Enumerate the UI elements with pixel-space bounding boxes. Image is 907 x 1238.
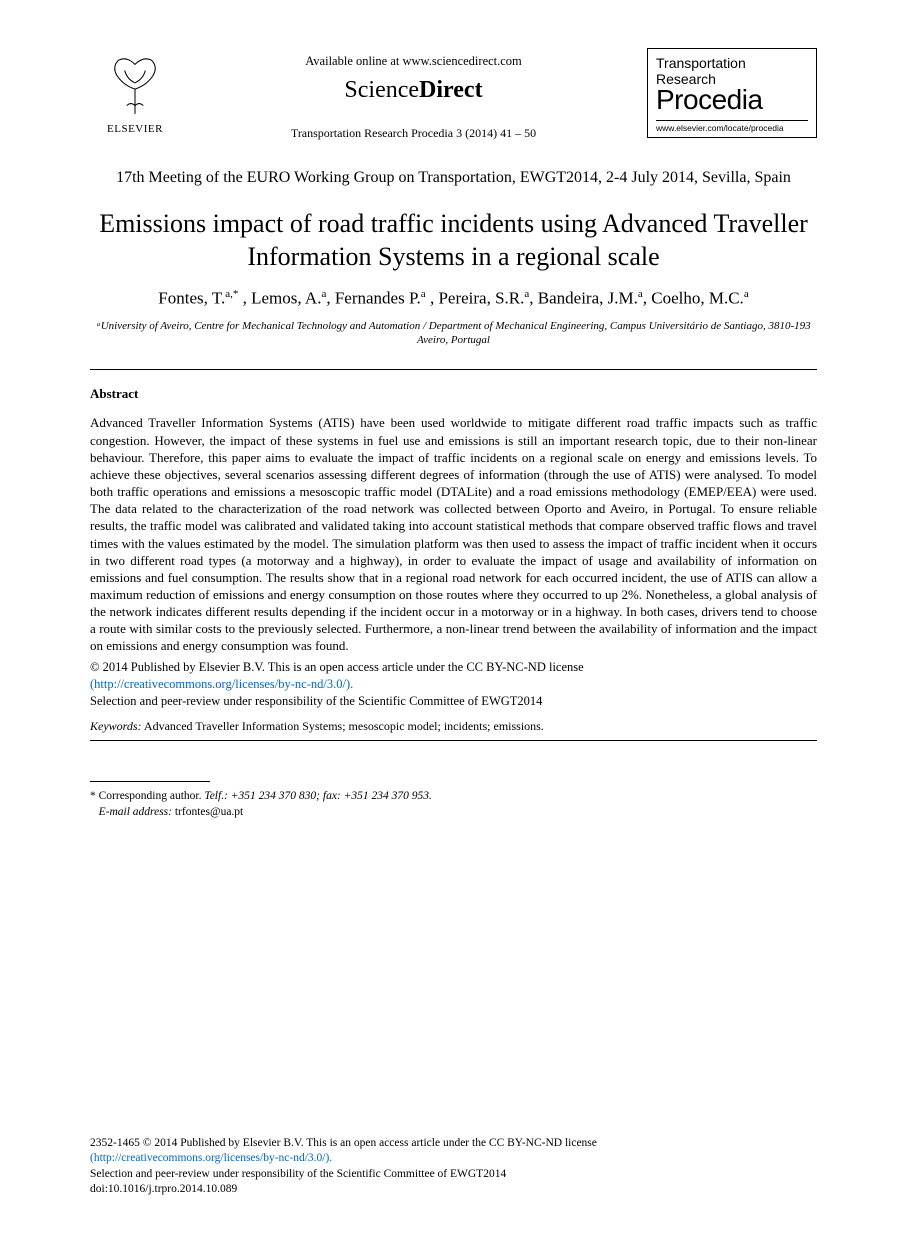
header-row: ELSEVIER Available online at www.science… — [90, 48, 817, 141]
telf-value: +351 234 370 830; fax: +351 234 370 953. — [231, 790, 432, 802]
journal-line1: Transportation — [656, 55, 808, 71]
journal-box: Transportation Research Procedia www.els… — [647, 48, 817, 138]
footer-block: 2352-1465 © 2014 Published by Elsevier B… — [90, 1136, 817, 1198]
conference-line: 17th Meeting of the EURO Working Group o… — [90, 167, 817, 189]
authors-line: Fontes, T.a,* , Lemos, A.a, Fernandes P.… — [90, 288, 817, 309]
telf-label: Telf.: — [204, 790, 230, 802]
peer-review-line: Selection and peer-review under responsi… — [90, 694, 817, 709]
elsevier-tree-icon — [104, 54, 166, 116]
footer-doi: doi:10.1016/j.trpro.2014.10.089 — [90, 1182, 817, 1198]
corr-label: * Corresponding author. — [90, 790, 204, 802]
footnote-block: * Corresponding author. Telf.: +351 234 … — [90, 781, 817, 820]
journal-url: www.elsevier.com/locate/procedia — [656, 120, 808, 133]
keywords-text: Advanced Traveller Information Systems; … — [142, 719, 544, 733]
email-label: E-mail address: — [99, 806, 175, 818]
sciencedirect-logo: ScienceDirect — [192, 77, 635, 104]
sd-direct: Direct — [419, 77, 483, 103]
corresponding-author-line: * Corresponding author. Telf.: +351 234 … — [90, 788, 817, 804]
footnote-rule — [90, 781, 210, 782]
elsevier-logo-block: ELSEVIER — [90, 48, 180, 135]
abstract-text: Advanced Traveller Information Systems (… — [90, 414, 817, 654]
rule-top — [90, 369, 817, 370]
sd-science: Science — [344, 77, 419, 103]
available-online-text: Available online at www.sciencedirect.co… — [192, 54, 635, 69]
email-line: E-mail address: trfontes@ua.pt — [90, 804, 817, 820]
paper-title: Emissions impact of road traffic inciden… — [90, 207, 817, 275]
header-center: Available online at www.sciencedirect.co… — [180, 48, 647, 141]
affiliation: ᵃUniversity of Aveiro, Centre for Mechan… — [90, 319, 817, 348]
abstract-heading: Abstract — [90, 386, 817, 402]
citation-line: Transportation Research Procedia 3 (2014… — [192, 126, 635, 141]
copyright-line1: © 2014 Published by Elsevier B.V. This i… — [90, 660, 584, 674]
license-link[interactable]: (http://creativecommons.org/licenses/by-… — [90, 677, 353, 691]
footer-peer: Selection and peer-review under responsi… — [90, 1167, 817, 1183]
journal-line3: Procedia — [656, 87, 808, 114]
email-value: trfontes@ua.pt — [175, 806, 243, 818]
copyright-block: © 2014 Published by Elsevier B.V. This i… — [90, 659, 817, 693]
rule-bottom — [90, 740, 817, 741]
keywords-line: Keywords: Advanced Traveller Information… — [90, 719, 817, 734]
footer-license-link[interactable]: (http://creativecommons.org/licenses/by-… — [90, 1151, 817, 1167]
elsevier-label: ELSEVIER — [90, 123, 180, 135]
footer-issn: 2352-1465 © 2014 Published by Elsevier B… — [90, 1136, 817, 1152]
keywords-label: Keywords: — [90, 719, 142, 733]
